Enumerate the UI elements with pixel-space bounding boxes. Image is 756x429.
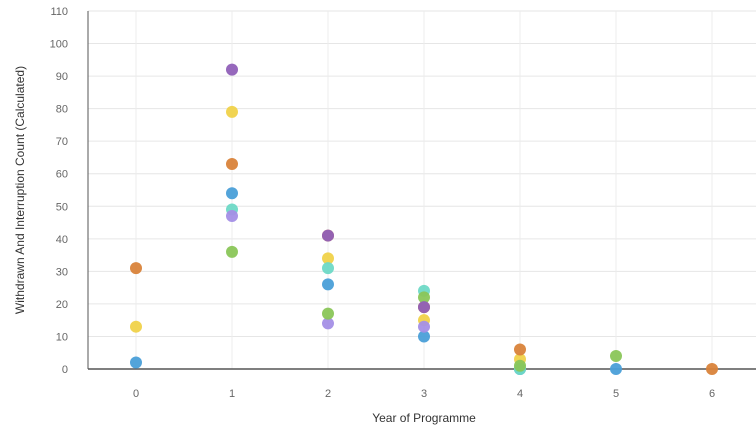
data-point[interactable] — [322, 317, 334, 330]
y-tick-label: 70 — [56, 136, 68, 148]
data-point[interactable] — [226, 187, 238, 200]
data-point[interactable] — [130, 320, 142, 333]
data-point[interactable] — [130, 356, 142, 369]
data-point[interactable] — [226, 105, 238, 118]
x-tick-label: 1 — [229, 388, 235, 400]
x-tick-label: 0 — [133, 388, 139, 400]
data-point[interactable] — [322, 252, 334, 265]
data-points — [130, 63, 718, 375]
x-tick-label: 4 — [517, 388, 523, 400]
y-tick-label: 110 — [50, 6, 68, 18]
y-tick-label: 10 — [56, 331, 68, 343]
data-point[interactable] — [418, 320, 430, 333]
data-point[interactable] — [130, 262, 142, 275]
x-tick-label: 6 — [709, 388, 715, 400]
y-tick-label: 0 — [62, 364, 68, 376]
y-tick-label: 60 — [56, 169, 68, 181]
y-tick-label: 30 — [56, 266, 68, 278]
data-point[interactable] — [514, 343, 526, 356]
data-point[interactable] — [610, 349, 622, 362]
x-tick-label: 2 — [325, 388, 331, 400]
y-tick-label: 80 — [56, 104, 68, 116]
data-point[interactable] — [418, 301, 430, 314]
x-tick-label: 5 — [613, 388, 619, 400]
data-point[interactable] — [322, 307, 334, 320]
y-tick-label: 90 — [56, 71, 68, 83]
data-point[interactable] — [514, 359, 526, 372]
axes — [87, 11, 756, 370]
data-point[interactable] — [322, 262, 334, 275]
data-point[interactable] — [706, 363, 718, 375]
data-point[interactable] — [418, 291, 430, 304]
y-tick-label: 100 — [50, 39, 68, 51]
x-tick-labels: 0 1 2 3 4 5 6 — [133, 388, 715, 400]
x-tick-label: 3 — [421, 388, 427, 400]
y-tick-label: 20 — [56, 299, 68, 311]
data-point[interactable] — [418, 330, 430, 343]
x-axis-title: Year of Programme — [372, 411, 476, 425]
data-point[interactable] — [226, 157, 238, 170]
data-point[interactable] — [610, 363, 622, 375]
data-point[interactable] — [226, 245, 238, 258]
data-point[interactable] — [226, 210, 238, 223]
data-point[interactable] — [322, 229, 334, 242]
y-tick-label: 40 — [56, 234, 68, 246]
y-tick-label: 50 — [56, 201, 68, 213]
y-tick-labels: 0 10 20 30 40 50 60 70 80 90 100 110 — [50, 6, 68, 376]
y-axis-title: Withdrawn And Interruption Count (Calcul… — [13, 66, 27, 314]
data-point[interactable] — [322, 278, 334, 291]
data-point[interactable] — [226, 63, 238, 76]
